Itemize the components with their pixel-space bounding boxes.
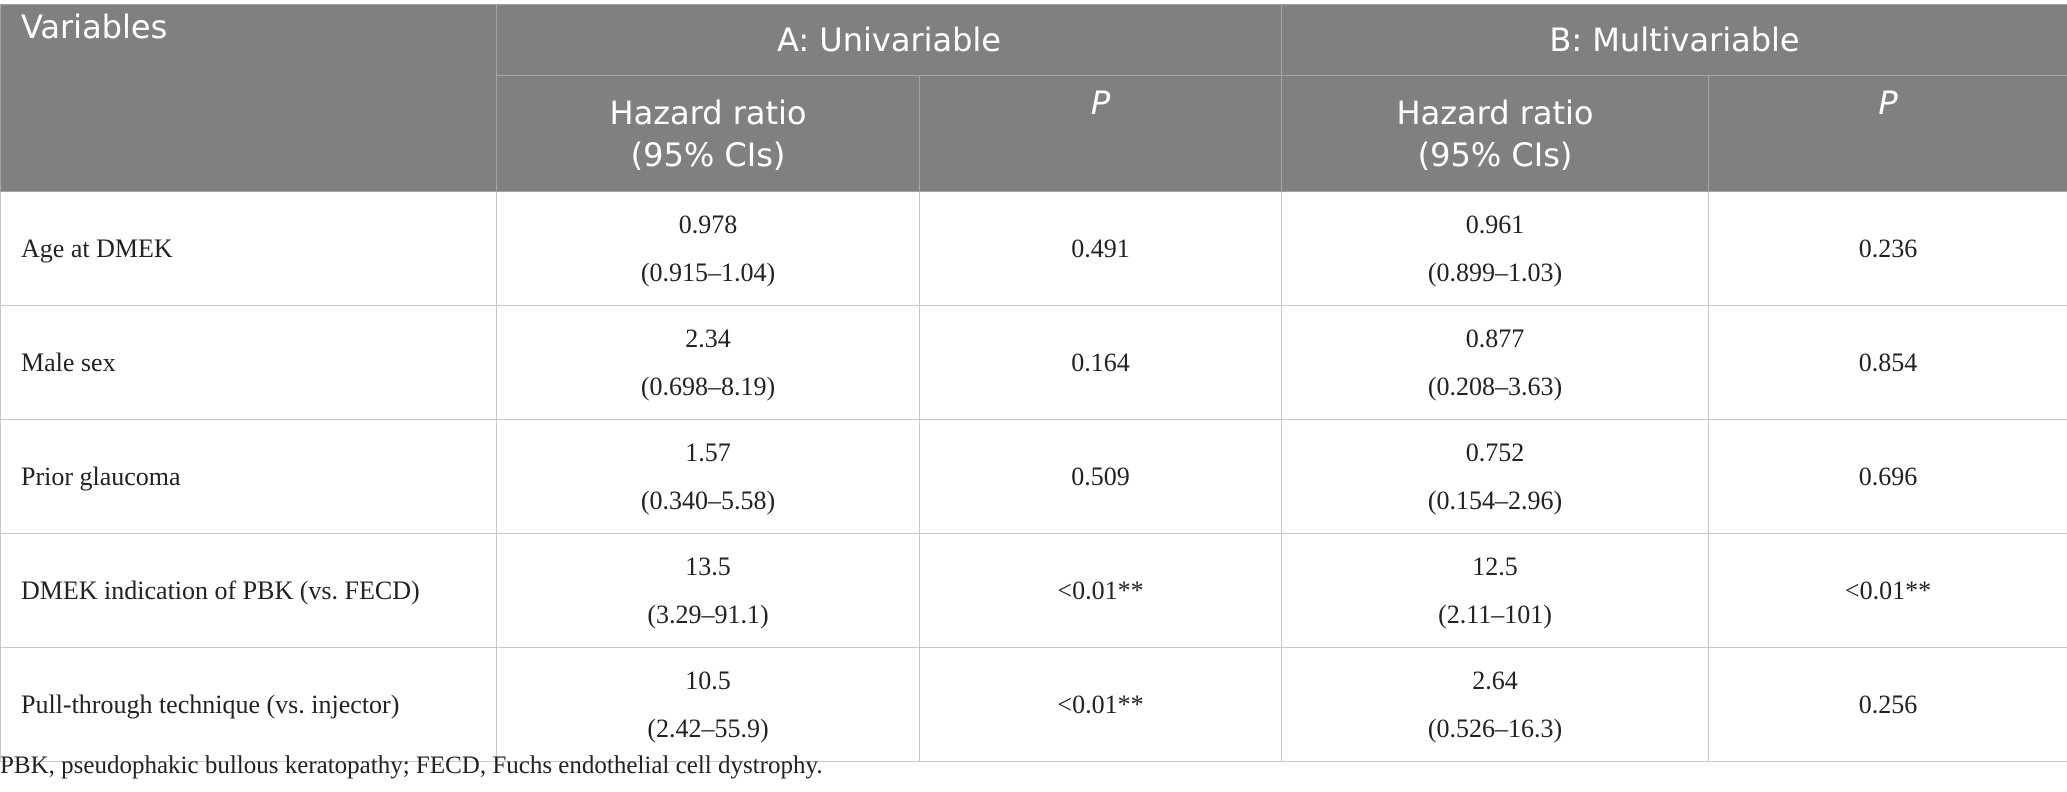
group-header: A: Univariable <box>496 4 1282 76</box>
variable-cell: DMEK indication of PBK (vs. FECD) <box>0 533 497 648</box>
subheader-text: P <box>1878 84 1898 122</box>
variable-cell: Male sex <box>0 305 497 420</box>
hazard-ratio: 0.752 <box>1465 437 1525 467</box>
hazard-cell: 0.752 (0.154–2.96) <box>1281 419 1709 534</box>
hazard-ratio: 1.57 <box>685 437 731 467</box>
hazard-ratio: 10.5 <box>685 665 731 695</box>
hazard-cell: 0.961 (0.899–1.03) <box>1281 191 1709 306</box>
subheader: Hazard ratio (95% CIs) <box>1281 75 1709 192</box>
table-row: Prior glaucoma 1.57 (0.340–5.58) 0.509 0.752… <box>0 419 2067 534</box>
subheader-line: (95% CIs) <box>630 135 786 174</box>
hazard-ratio: 13.5 <box>685 551 731 581</box>
hazard-ratio: 12.5 <box>1472 551 1518 581</box>
confidence-interval: (0.915–1.04) <box>640 257 776 287</box>
header-row: Hazard ratio (95% CIs) P Hazard ratio (95% C… <box>1 75 2067 192</box>
variable-cell: Pull-through technique (vs. injector) <box>0 647 497 762</box>
header-cell: Variables <box>0 4 497 192</box>
subheader-line: Hazard ratio <box>1396 93 1594 132</box>
hazard-cell: 2.34 (0.698–8.19) <box>496 305 920 420</box>
footnote: PBK, pseudophakic bullous keratopathy; F… <box>0 752 823 779</box>
table-row: Age at DMEK 0.978 (0.915–1.04) 0.491 0.961 (0… <box>0 191 2067 306</box>
table-row: DMEK indication of PBK (vs. FECD) 13.5 (3.… <box>0 533 2067 648</box>
subheader-text: P <box>1090 84 1111 122</box>
subheader: P <box>1708 75 2067 192</box>
hazard-ratio: 2.34 <box>685 323 731 353</box>
hazard-ratio: 2.64 <box>1472 665 1518 695</box>
p-value-cell: 0.164 <box>919 305 1282 420</box>
hazard-ratio: 0.961 <box>1465 209 1525 239</box>
confidence-interval: (0.899–1.03) <box>1427 257 1563 287</box>
confidence-interval: (0.154–2.96) <box>1427 485 1563 515</box>
confidence-interval: (2.42–55.9) <box>647 713 769 743</box>
confidence-interval: (2.11–101) <box>1438 599 1552 629</box>
table-body: Age at DMEK 0.978 (0.915–1.04) 0.491 0.961 (0… <box>0 191 2067 762</box>
hazard-cell: 0.877 (0.208–3.63) <box>1281 305 1709 420</box>
table-header: Variables A: Univariable B: Multivariable … <box>0 4 2067 192</box>
confidence-interval: (3.29–91.1) <box>647 599 769 629</box>
hazard-cell: 0.978 (0.915–1.04) <box>496 191 920 306</box>
variable-cell: Prior glaucoma <box>0 419 497 534</box>
hazard-cell: 10.5 (2.42–55.9) <box>496 647 920 762</box>
p-value-cell: 0.509 <box>919 419 1282 534</box>
hazard-ratio: 0.877 <box>1465 323 1525 353</box>
header-row: Variables A: Univariable B: Multivariable <box>0 4 2067 192</box>
hazard-ratio: 0.978 <box>678 209 738 239</box>
p-value-cell: 0.854 <box>1708 305 2067 420</box>
table-row: Male sex 2.34 (0.698–8.19) 0.164 0.877 (0.208… <box>0 305 2067 420</box>
confidence-interval: (0.208–3.63) <box>1427 371 1563 401</box>
hazard-cell: 2.64 (0.526–16.3) <box>1281 647 1709 762</box>
subheader-line: (95% CIs) <box>1417 135 1573 174</box>
confidence-interval: (0.698–8.19) <box>640 371 776 401</box>
group-header: B: Multivariable <box>1281 4 2067 76</box>
p-value-cell: <0.01** <box>919 647 1282 762</box>
hazard-cell: 1.57 (0.340–5.58) <box>496 419 920 534</box>
p-value-cell: <0.01** <box>919 533 1282 648</box>
p-value-cell: 0.491 <box>919 191 1282 306</box>
confidence-interval: (0.526–16.3) <box>1427 713 1563 743</box>
p-value-cell: 0.236 <box>1708 191 2067 306</box>
p-value-cell: <0.01** <box>1708 533 2067 648</box>
subheader: P <box>919 75 1282 192</box>
variable-cell: Age at DMEK <box>0 191 497 306</box>
subheader: Hazard ratio (95% CIs) <box>496 75 920 192</box>
p-value-cell: 0.696 <box>1708 419 2067 534</box>
table-row: Pull-through technique (vs. injector) 10.… <box>0 647 2067 762</box>
confidence-interval: (0.340–5.58) <box>640 485 776 515</box>
hazard-cell: 13.5 (3.29–91.1) <box>496 533 920 648</box>
p-value-cell: 0.256 <box>1708 647 2067 762</box>
results-table: Variables A: Univariable B: Multivariable … <box>0 4 2067 762</box>
subheader-line: Hazard ratio <box>609 93 807 132</box>
hazard-cell: 12.5 (2.11–101) <box>1281 533 1709 648</box>
